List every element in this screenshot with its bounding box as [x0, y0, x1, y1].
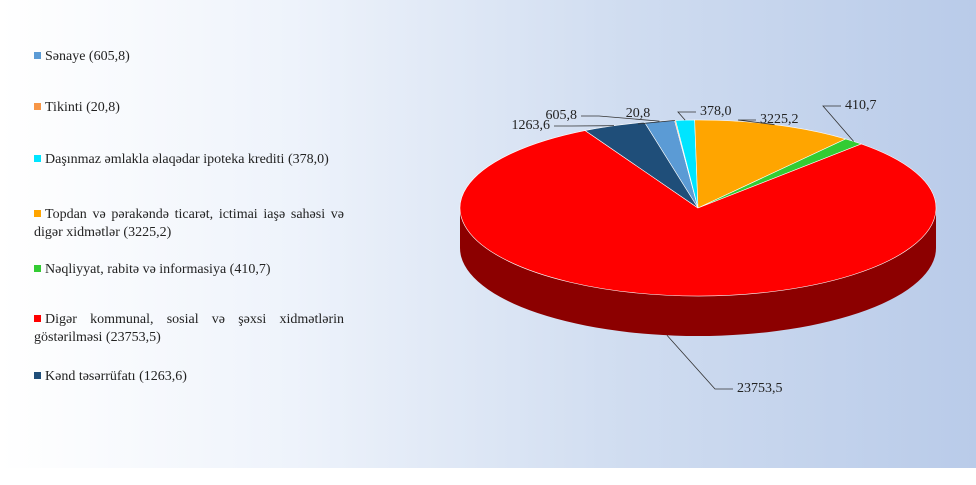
- legend-swatch: [34, 315, 41, 322]
- leader-line: [666, 334, 733, 390]
- legend-swatch: [34, 210, 41, 217]
- leader-line: [737, 119, 775, 126]
- data-label: 23753,5: [737, 381, 783, 396]
- data-label: 1263,6: [512, 118, 551, 133]
- pie-slice: [459, 130, 937, 297]
- legend-label: Tikinti (20,8): [45, 100, 120, 115]
- leader-line: [822, 105, 854, 142]
- legend-item: Topdan və pərakəndə ticarət, ictimai iaş…: [34, 206, 344, 242]
- data-label: 410,7: [845, 98, 877, 113]
- legend-label: Kənd təsərrüfatı (1263,6): [45, 369, 187, 384]
- leader-line: [581, 115, 660, 122]
- pie-slice: [584, 121, 699, 209]
- data-label: 605,8: [546, 108, 578, 123]
- legend-swatch: [34, 103, 41, 110]
- data-label: 378,0: [700, 104, 732, 119]
- leader-line: [637, 120, 676, 125]
- legend-item: Kənd təsərrüfatı (1263,6): [34, 368, 344, 386]
- legend-item: Digər kommunal, sosial və şəxsi xidmətlə…: [34, 311, 344, 347]
- pie-area: 605,8 20,8 378,0 3225,2 410,7 23753,5 1263,6: [459, 98, 937, 396]
- data-label: 20,8: [626, 106, 651, 121]
- legend-item: Daşınmaz əmlakla əlaqədar ipoteka kredit…: [34, 151, 344, 169]
- legend-label: Digər kommunal, sosial və şəxsi xidmətlə…: [34, 312, 344, 345]
- data-label: 3225,2: [760, 112, 799, 127]
- chart: Sənaye (605,8) Tikinti (20,8) Daşınmaz əml…: [0, 0, 976, 468]
- legend-label: Topdan və pərakəndə ticarət, ictimai iaş…: [34, 207, 344, 240]
- legend-label: Sənaye (605,8): [45, 49, 130, 64]
- leader-line: [677, 111, 696, 121]
- legend-swatch: [34, 52, 41, 59]
- legend-label: Nəqliyyat, rabitə və informasiya (410,7): [45, 262, 271, 277]
- legend-item: Nəqliyyat, rabitə və informasiya (410,7): [34, 261, 344, 279]
- pie-side: [460, 208, 936, 336]
- legend-label: Daşınmaz əmlakla əlaqədar ipoteka kredit…: [45, 152, 329, 167]
- legend-swatch: [34, 372, 41, 379]
- legend-swatch: [34, 155, 41, 162]
- legend-item: Tikinti (20,8): [34, 99, 344, 117]
- legend-item: Sənaye (605,8): [34, 48, 344, 66]
- legend-swatch: [34, 265, 41, 272]
